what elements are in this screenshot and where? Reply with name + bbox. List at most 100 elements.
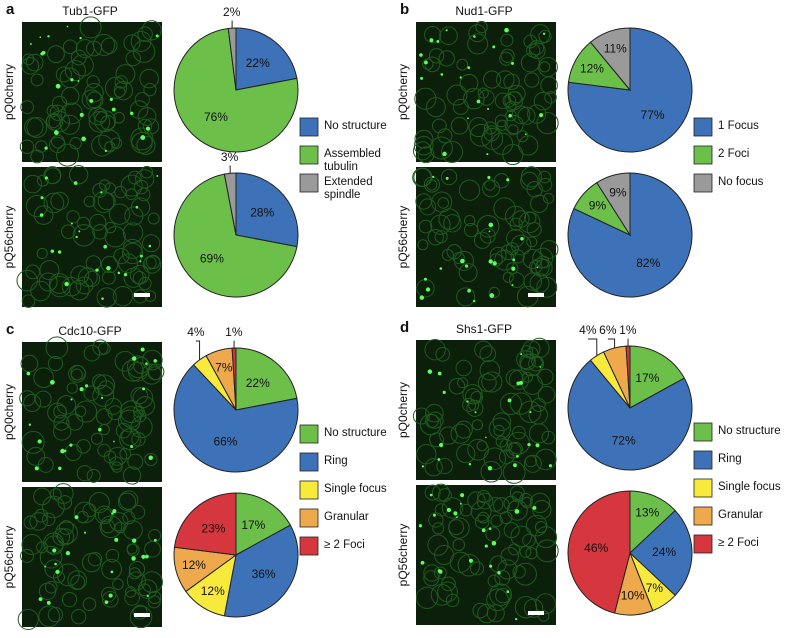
cell (143, 118, 160, 135)
cell (122, 222, 144, 243)
value-label: 13% (635, 505, 659, 519)
cell (91, 374, 107, 390)
cell (23, 393, 42, 413)
legend-swatch (693, 534, 713, 554)
cell (428, 48, 445, 64)
legend-label: No structure (324, 427, 387, 439)
value-label: 69% (200, 251, 224, 265)
spot (79, 36, 82, 40)
cell (46, 113, 61, 129)
cell (75, 39, 95, 59)
spot (442, 390, 446, 395)
legend-swatch (299, 117, 319, 137)
spot (44, 146, 48, 150)
scale-bar (528, 293, 544, 297)
cell (437, 488, 452, 503)
spot (492, 45, 496, 49)
cell (459, 503, 473, 517)
cell (21, 57, 40, 75)
cell (434, 545, 455, 565)
cell (524, 72, 540, 88)
value-label: 28% (250, 205, 274, 219)
cell (476, 214, 500, 238)
pie-slice (173, 492, 237, 556)
cell (473, 231, 492, 249)
cell (514, 596, 538, 619)
cell (25, 194, 49, 218)
cell (494, 569, 511, 586)
cell (56, 528, 75, 546)
cell (141, 20, 162, 41)
cell (104, 221, 117, 234)
cell (462, 398, 477, 412)
cell (30, 73, 44, 87)
cell (452, 538, 466, 552)
spot (112, 509, 117, 514)
spot (79, 112, 84, 117)
spot (40, 51, 44, 56)
cell (533, 91, 553, 111)
cell (108, 446, 128, 466)
cell (542, 192, 555, 204)
cell (52, 483, 74, 504)
cell (19, 139, 35, 154)
spot (100, 396, 104, 400)
spot (489, 564, 493, 568)
cell (46, 104, 60, 118)
panel-letter: a (6, 1, 15, 18)
cell (55, 521, 78, 545)
spot (466, 400, 469, 403)
cell (477, 489, 491, 504)
panel-title: Tub1-GFP (62, 4, 118, 18)
spot (476, 99, 481, 104)
cell (508, 441, 523, 457)
cell (84, 270, 101, 288)
cell (463, 214, 476, 227)
cell (482, 179, 501, 198)
cell (423, 26, 442, 44)
cell (114, 521, 127, 534)
cell (20, 100, 35, 115)
cell (467, 33, 489, 55)
pie-slice (173, 173, 298, 298)
cell (535, 539, 559, 563)
spot (514, 509, 520, 514)
cell (112, 285, 134, 307)
value-label: 17% (635, 371, 659, 385)
spot (26, 371, 31, 376)
value-label: 12% (182, 558, 206, 572)
spot (60, 448, 65, 454)
legend-swatch (693, 145, 713, 165)
cell (412, 407, 430, 425)
spot (57, 250, 62, 254)
spot (492, 261, 497, 266)
legend-label: Single focus (718, 481, 781, 493)
cell (108, 203, 131, 225)
spot (453, 511, 458, 516)
spot (464, 264, 469, 268)
cell (143, 256, 157, 270)
cell (26, 117, 48, 138)
pie-slice (223, 524, 299, 618)
cell (114, 350, 136, 372)
cell (92, 384, 115, 407)
cell (526, 236, 538, 248)
row-label: pQ56cherry (396, 206, 410, 269)
cell (147, 363, 165, 381)
cell (503, 495, 519, 512)
pie-slice (235, 347, 298, 411)
cell (94, 110, 117, 133)
spot (504, 27, 509, 33)
cell (514, 562, 537, 586)
spot (436, 40, 440, 43)
spot (69, 443, 73, 447)
cell (52, 422, 72, 441)
cell (127, 453, 144, 470)
spot (113, 440, 115, 443)
cell (64, 443, 82, 462)
row-label: pQ56cherry (2, 526, 16, 589)
value-label: 3% (221, 150, 239, 164)
cell (504, 91, 524, 111)
cell (448, 519, 465, 536)
cell (496, 70, 515, 89)
